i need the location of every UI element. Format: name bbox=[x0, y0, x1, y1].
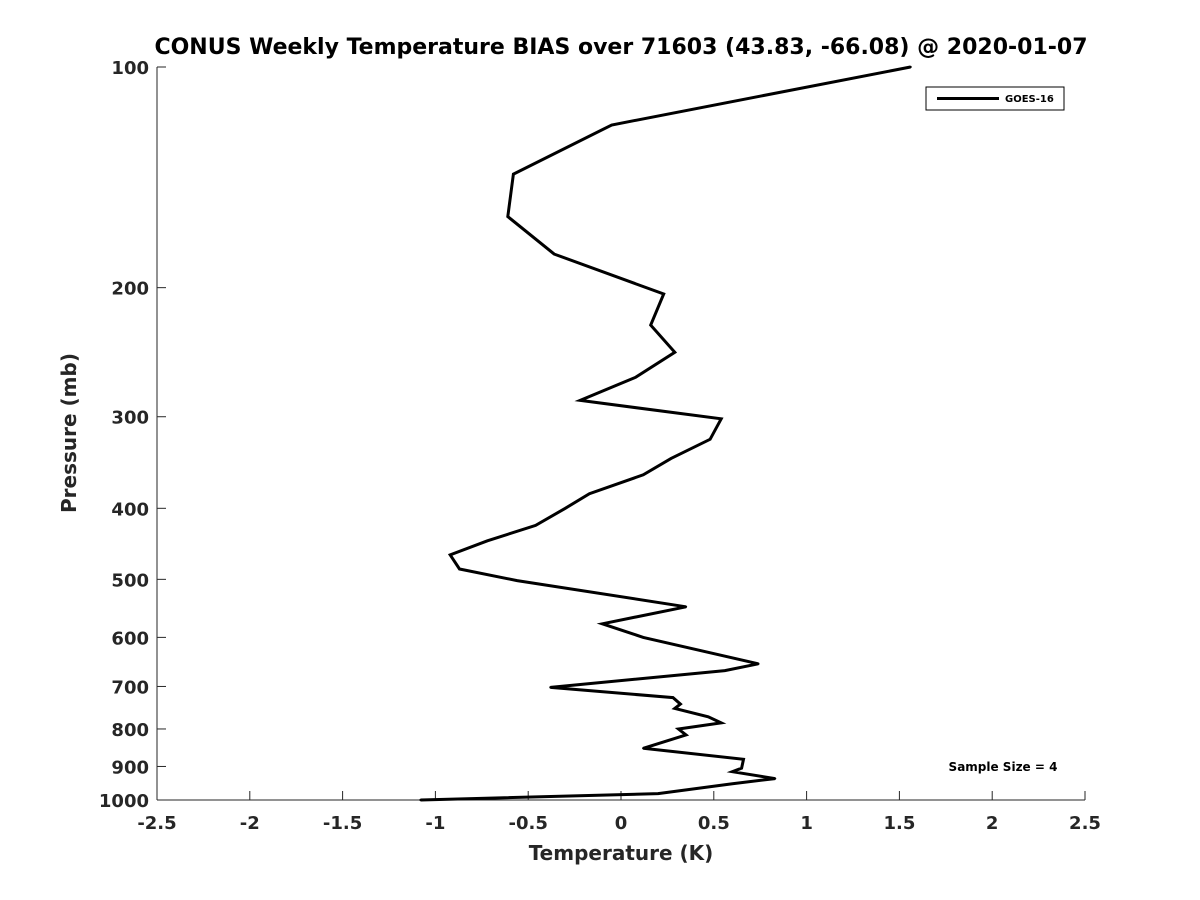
data-point bbox=[684, 605, 688, 608]
data-point bbox=[684, 733, 688, 737]
data-point bbox=[506, 215, 509, 218]
x-tick-label: -1 bbox=[425, 813, 445, 834]
data-point bbox=[512, 172, 515, 176]
data-point bbox=[669, 457, 673, 460]
data-point bbox=[673, 707, 677, 710]
data-point bbox=[642, 636, 645, 639]
x-axis-label: Temperature (K) bbox=[529, 841, 714, 865]
data-point bbox=[549, 686, 552, 689]
y-axis-ticks: 100 200 300 400 500 600 700 800 900 1000 bbox=[99, 58, 166, 812]
data-point bbox=[707, 715, 710, 718]
data-point bbox=[564, 507, 567, 510]
sample-size-annotation: Sample Size = 4 bbox=[949, 760, 1058, 774]
data-point bbox=[723, 669, 727, 672]
data-point bbox=[419, 798, 422, 802]
data-point bbox=[578, 399, 582, 402]
y-tick-label: 800 bbox=[111, 720, 149, 741]
x-tick-label: 2.5 bbox=[1069, 813, 1101, 834]
data-point bbox=[720, 721, 723, 725]
y-tick-label: 100 bbox=[111, 58, 149, 79]
data-point bbox=[679, 702, 682, 706]
legend-label: GOES-16 bbox=[1005, 94, 1054, 105]
x-tick-label: 0.5 bbox=[698, 813, 730, 834]
data-point bbox=[757, 662, 760, 666]
data-point bbox=[673, 351, 677, 354]
data-point bbox=[642, 473, 645, 476]
chart-title: CONUS Weekly Temperature BIAS over 71603… bbox=[154, 35, 1087, 60]
data-point bbox=[649, 323, 652, 327]
data-point bbox=[588, 492, 591, 495]
y-tick-label: 200 bbox=[111, 279, 149, 300]
x-tick-label: -1.5 bbox=[323, 813, 362, 834]
x-tick-label: -0.5 bbox=[509, 813, 548, 834]
series-line-0 bbox=[420, 65, 911, 802]
data-point bbox=[449, 553, 452, 557]
x-tick-label: 2 bbox=[986, 813, 999, 834]
data-point bbox=[708, 438, 712, 441]
data-point bbox=[909, 65, 912, 69]
data-point bbox=[552, 252, 556, 256]
y-axis-label: Pressure (mb) bbox=[57, 353, 81, 513]
data-point bbox=[662, 292, 665, 296]
x-tick-label: -2.5 bbox=[137, 813, 176, 834]
data-point bbox=[610, 123, 613, 127]
data-point bbox=[677, 727, 680, 731]
data-point bbox=[534, 524, 537, 527]
data-point bbox=[773, 777, 777, 780]
y-tick-label: 500 bbox=[111, 570, 149, 591]
data-point bbox=[720, 417, 723, 421]
legend: GOES-16 bbox=[925, 86, 1065, 111]
data-point bbox=[740, 767, 743, 770]
y-tick-label: 900 bbox=[111, 757, 149, 778]
data-point bbox=[515, 579, 519, 582]
x-tick-label: 1 bbox=[800, 813, 813, 834]
x-tick-label: 0 bbox=[615, 813, 628, 834]
data-point bbox=[742, 758, 745, 761]
data-point bbox=[486, 539, 489, 543]
series-layer bbox=[419, 65, 912, 802]
data-point bbox=[601, 622, 604, 626]
data-point bbox=[656, 792, 660, 795]
plot-area bbox=[156, 67, 1085, 801]
y-tick-label: 400 bbox=[111, 499, 149, 520]
x-axis-ticks: -2.5 -2 -1.5 -1 -0.5 0 0.5 1 1.5 2 2.5 bbox=[137, 791, 1101, 834]
data-point bbox=[634, 376, 638, 379]
y-tick-label: 600 bbox=[111, 628, 149, 649]
y-tick-label: 700 bbox=[111, 677, 149, 698]
data-point bbox=[458, 567, 461, 571]
data-point bbox=[731, 770, 734, 773]
data-point bbox=[642, 747, 645, 750]
data-point bbox=[731, 782, 734, 785]
x-tick-label: 1.5 bbox=[883, 813, 915, 834]
y-tick-label: 300 bbox=[111, 408, 149, 429]
data-point bbox=[671, 696, 675, 699]
x-tick-label: -2 bbox=[240, 813, 260, 834]
y-tick-label: 1000 bbox=[99, 791, 149, 812]
